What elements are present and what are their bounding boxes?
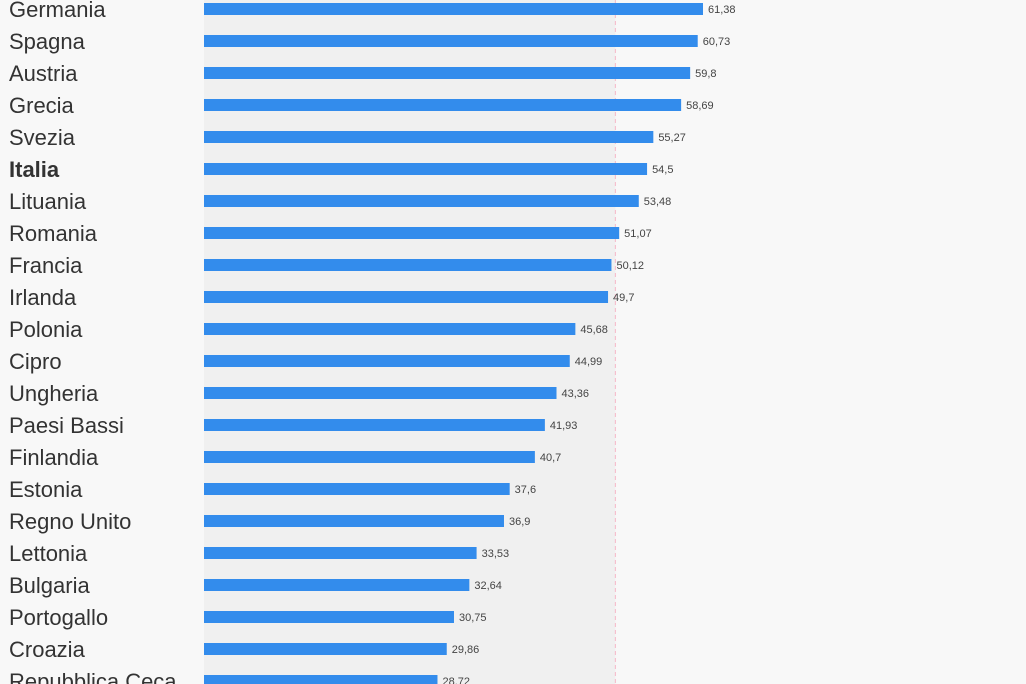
category-label: Romania bbox=[9, 221, 98, 246]
category-label: Italia bbox=[9, 157, 60, 182]
category-label: Estonia bbox=[9, 477, 83, 502]
bar-romania bbox=[204, 227, 620, 239]
category-label: Regno Unito bbox=[9, 509, 131, 534]
bar-regno-unito bbox=[204, 515, 504, 527]
bar-estonia bbox=[204, 483, 510, 495]
bar-polonia bbox=[204, 323, 576, 335]
category-label: Svezia bbox=[9, 125, 76, 150]
value-label: 49,7 bbox=[613, 292, 634, 304]
category-label: Portogallo bbox=[9, 605, 108, 630]
value-label: 45,68 bbox=[580, 324, 608, 336]
value-label: 59,8 bbox=[695, 68, 716, 80]
category-label: Francia bbox=[9, 253, 83, 278]
bar-portogallo bbox=[204, 611, 454, 623]
category-label: Austria bbox=[9, 61, 78, 86]
category-label: Cipro bbox=[9, 349, 62, 374]
value-label: 32,64 bbox=[474, 580, 502, 592]
bar-italia bbox=[204, 163, 648, 175]
value-label: 51,07 bbox=[624, 228, 652, 240]
value-label: 41,93 bbox=[550, 420, 578, 432]
category-label: Grecia bbox=[9, 93, 75, 118]
category-label: Ungheria bbox=[9, 381, 99, 406]
shaded-region bbox=[204, 0, 616, 684]
bar-paesi-bassi bbox=[204, 419, 545, 431]
category-label: Croazia bbox=[9, 637, 86, 662]
value-label: 37,6 bbox=[515, 484, 536, 496]
value-label: 61,38 bbox=[708, 4, 736, 16]
value-label: 40,7 bbox=[540, 452, 561, 464]
bar-svezia bbox=[204, 131, 654, 143]
value-label: 55,27 bbox=[658, 132, 686, 144]
category-label: Lettonia bbox=[9, 541, 88, 566]
bar-irlanda bbox=[204, 291, 609, 303]
category-label: Repubblica Ceca bbox=[9, 669, 177, 684]
bar-lituania bbox=[204, 195, 639, 207]
bar-ungheria bbox=[204, 387, 557, 399]
bar-bulgaria bbox=[204, 579, 470, 591]
bar-croazia bbox=[204, 643, 447, 655]
value-label: 43,36 bbox=[562, 388, 590, 400]
value-label: 53,48 bbox=[644, 196, 672, 208]
bar-grecia bbox=[204, 99, 682, 111]
category-label: Lituania bbox=[9, 189, 87, 214]
value-label: 33,53 bbox=[482, 548, 510, 560]
value-label: 29,86 bbox=[452, 644, 480, 656]
bar-repubblica-ceca bbox=[204, 675, 438, 684]
bar-germania bbox=[204, 3, 703, 15]
bar-finlandia bbox=[204, 451, 535, 463]
category-label: Irlanda bbox=[9, 285, 77, 310]
category-label: Bulgaria bbox=[9, 573, 90, 598]
category-label: Finlandia bbox=[9, 445, 99, 470]
value-label: 54,5 bbox=[652, 164, 673, 176]
category-label: Polonia bbox=[9, 317, 83, 342]
value-label: 28,72 bbox=[442, 676, 470, 684]
value-label: 50,12 bbox=[616, 260, 644, 272]
bar-francia bbox=[204, 259, 612, 271]
bar-cipro bbox=[204, 355, 570, 367]
bar-austria bbox=[204, 67, 691, 79]
value-label: 36,9 bbox=[509, 516, 530, 528]
bar-spagna bbox=[204, 35, 698, 47]
value-label: 44,99 bbox=[575, 356, 603, 368]
value-label: 58,69 bbox=[686, 100, 714, 112]
value-label: 30,75 bbox=[459, 612, 487, 624]
category-label: Germania bbox=[9, 0, 106, 22]
value-label: 60,73 bbox=[703, 36, 731, 48]
category-label: Paesi Bassi bbox=[9, 413, 124, 438]
category-label: Spagna bbox=[9, 29, 86, 54]
bar-lettonia bbox=[204, 547, 477, 559]
